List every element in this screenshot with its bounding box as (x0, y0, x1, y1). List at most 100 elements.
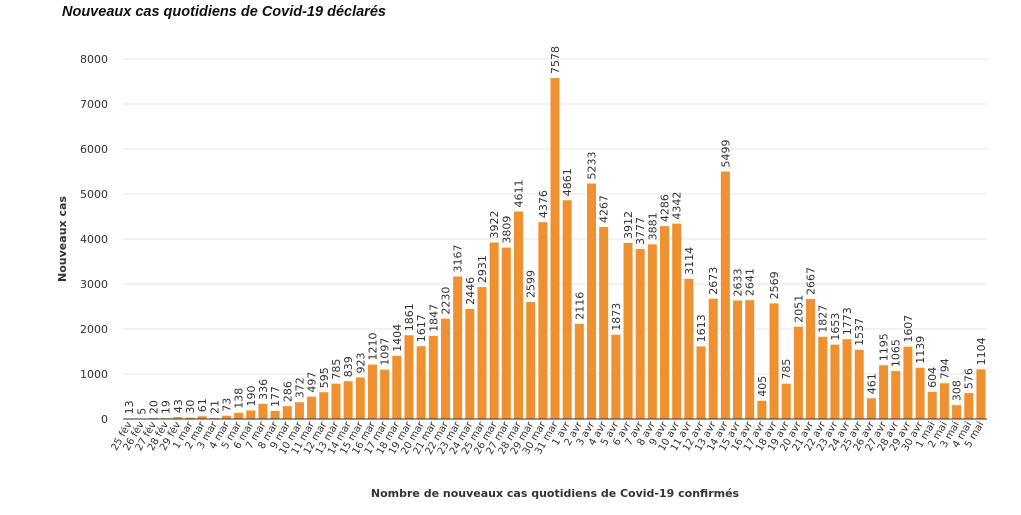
bar-value-label: 2673 (707, 267, 720, 295)
bar (781, 383, 791, 419)
bar-value-label: 19 (160, 400, 173, 414)
bar (526, 302, 536, 419)
bar-value-label: 3167 (452, 244, 465, 272)
bar-value-label: 1139 (914, 336, 927, 364)
y-tick-label: 6000 (80, 143, 108, 156)
bar-value-label: 1617 (415, 314, 428, 342)
bar (465, 308, 475, 419)
bar-value-label: 2931 (476, 255, 489, 283)
bar (367, 364, 377, 419)
bar-value-label: 604 (926, 367, 939, 388)
bar-value-label: 7578 (549, 46, 562, 74)
bar (343, 381, 353, 419)
bar (964, 393, 974, 419)
bar (270, 411, 280, 419)
bar (769, 303, 779, 419)
bar-value-label: 3881 (646, 212, 659, 240)
bar-value-label: 43 (172, 399, 185, 413)
y-tick-label: 4000 (80, 233, 108, 246)
bar-value-label: 595 (318, 367, 331, 388)
bar (392, 355, 402, 419)
bar-value-label: 190 (245, 385, 258, 406)
y-tick-label: 5000 (80, 188, 108, 201)
y-axis-title: Nouveaux cas (56, 196, 69, 282)
y-tick-label: 1000 (80, 368, 108, 381)
bar (185, 417, 195, 419)
bar-value-label: 1607 (902, 315, 915, 343)
bar-value-label: 286 (281, 381, 294, 402)
bar (976, 369, 986, 419)
bar-value-label: 1861 (403, 303, 416, 331)
bar-value-label: 1104 (975, 337, 988, 365)
bar (915, 367, 925, 419)
bar (562, 200, 572, 419)
bar (611, 334, 621, 419)
bar-value-label: 4342 (671, 192, 684, 220)
bar-value-label: 1065 (890, 339, 903, 367)
bar-value-label: 4861 (561, 168, 574, 196)
bar (307, 396, 317, 419)
bar (903, 346, 913, 419)
bar-value-label: 308 (951, 380, 964, 401)
bar (939, 383, 949, 419)
bar (416, 346, 426, 419)
bar (453, 276, 463, 419)
bar (842, 339, 852, 419)
bar (246, 410, 256, 419)
bar-value-label: 2116 (573, 292, 586, 320)
bar (513, 211, 523, 419)
bar (806, 298, 816, 419)
bar (684, 278, 694, 419)
bar (879, 365, 889, 419)
bar (599, 226, 609, 419)
bar-value-label: 5 (135, 408, 148, 415)
bar (830, 344, 840, 419)
bar-value-label: 5233 (586, 152, 599, 180)
y-tick-label: 8000 (80, 53, 108, 66)
bar (818, 336, 828, 419)
bar-value-label: 4286 (659, 194, 672, 222)
bar (197, 416, 207, 419)
bar (501, 247, 511, 419)
bar (319, 392, 329, 419)
bar (173, 417, 183, 419)
bar-value-label: 4376 (537, 190, 550, 218)
bar (294, 402, 304, 419)
bar-value-label: 5499 (719, 140, 732, 168)
bar-value-label: 1613 (695, 314, 708, 342)
bar (696, 346, 706, 419)
bar (440, 318, 450, 419)
bar-value-label: 3114 (683, 247, 696, 275)
bar (733, 300, 743, 419)
bar-value-label: 497 (306, 372, 319, 393)
bar (234, 412, 244, 419)
bar (538, 222, 548, 419)
bar-value-label: 1537 (853, 318, 866, 346)
bar-value-label: 138 (233, 388, 246, 409)
bar-value-label: 1873 (610, 303, 623, 331)
bar-value-label: 576 (963, 368, 976, 389)
bar (647, 244, 657, 419)
bars (124, 77, 986, 420)
bar-value-label: 1195 (878, 333, 891, 361)
bar-value-label: 2569 (768, 271, 781, 299)
bar (574, 323, 584, 419)
bar-value-label: 21 (208, 400, 221, 414)
bar (793, 326, 803, 419)
bar (891, 371, 901, 419)
bar (952, 405, 962, 419)
bar-value-label: 1773 (841, 307, 854, 335)
bar-value-label: 405 (756, 376, 769, 397)
bar (489, 242, 499, 419)
bar-value-label: 785 (780, 359, 793, 380)
bar (404, 335, 414, 419)
bar-value-label: 1847 (427, 304, 440, 332)
bar (477, 287, 487, 419)
bar (221, 415, 231, 419)
bar (623, 242, 633, 419)
bar-value-label: 4611 (512, 180, 525, 208)
bar-value-label: 2051 (792, 295, 805, 323)
y-tick-label: 2000 (80, 323, 108, 336)
